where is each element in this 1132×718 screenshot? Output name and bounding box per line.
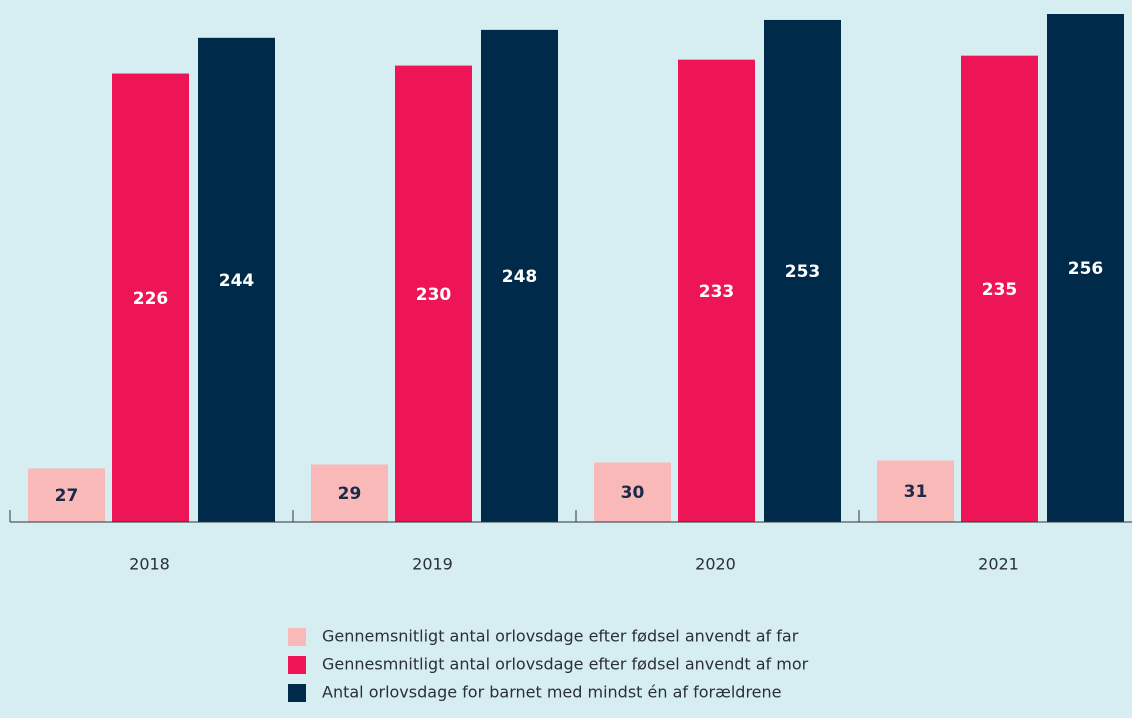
- x-tick-label: 2018: [129, 555, 170, 574]
- legend-swatch: [288, 656, 306, 674]
- legend-label: Antal orlovsdage for barnet med mindst é…: [322, 683, 782, 702]
- bar: [28, 468, 105, 522]
- bar: [1047, 14, 1124, 522]
- bar: [395, 65, 472, 522]
- value-label: 27: [55, 486, 79, 506]
- value-label: 31: [904, 482, 928, 502]
- value-label: 233: [699, 282, 735, 302]
- bar: [112, 73, 189, 522]
- value-label: 235: [982, 280, 1018, 300]
- value-label: 244: [219, 271, 255, 291]
- bar: [594, 462, 671, 522]
- bar: [961, 55, 1038, 522]
- bar: [877, 460, 954, 522]
- legend-label: Gennemsnitligt antal orlovsdage efter fø…: [322, 627, 799, 646]
- legend-swatch: [288, 684, 306, 702]
- bar: [311, 464, 388, 522]
- value-label: 256: [1068, 259, 1104, 279]
- x-tick-label: 2021: [978, 555, 1019, 574]
- bar: [764, 19, 841, 522]
- value-label: 253: [785, 262, 821, 282]
- value-label: 29: [338, 484, 362, 504]
- bar: [678, 59, 755, 522]
- legend-swatch: [288, 628, 306, 646]
- value-label: 230: [416, 285, 452, 305]
- x-tick-label: 2019: [412, 555, 453, 574]
- legend-label: Gennesmnitligt antal orlovsdage efter fø…: [322, 655, 809, 674]
- value-label: 248: [502, 267, 538, 287]
- bar: [481, 29, 558, 522]
- bar: [198, 37, 275, 522]
- value-label: 226: [133, 289, 169, 309]
- x-tick-label: 2020: [695, 555, 736, 574]
- value-label: 30: [621, 483, 645, 503]
